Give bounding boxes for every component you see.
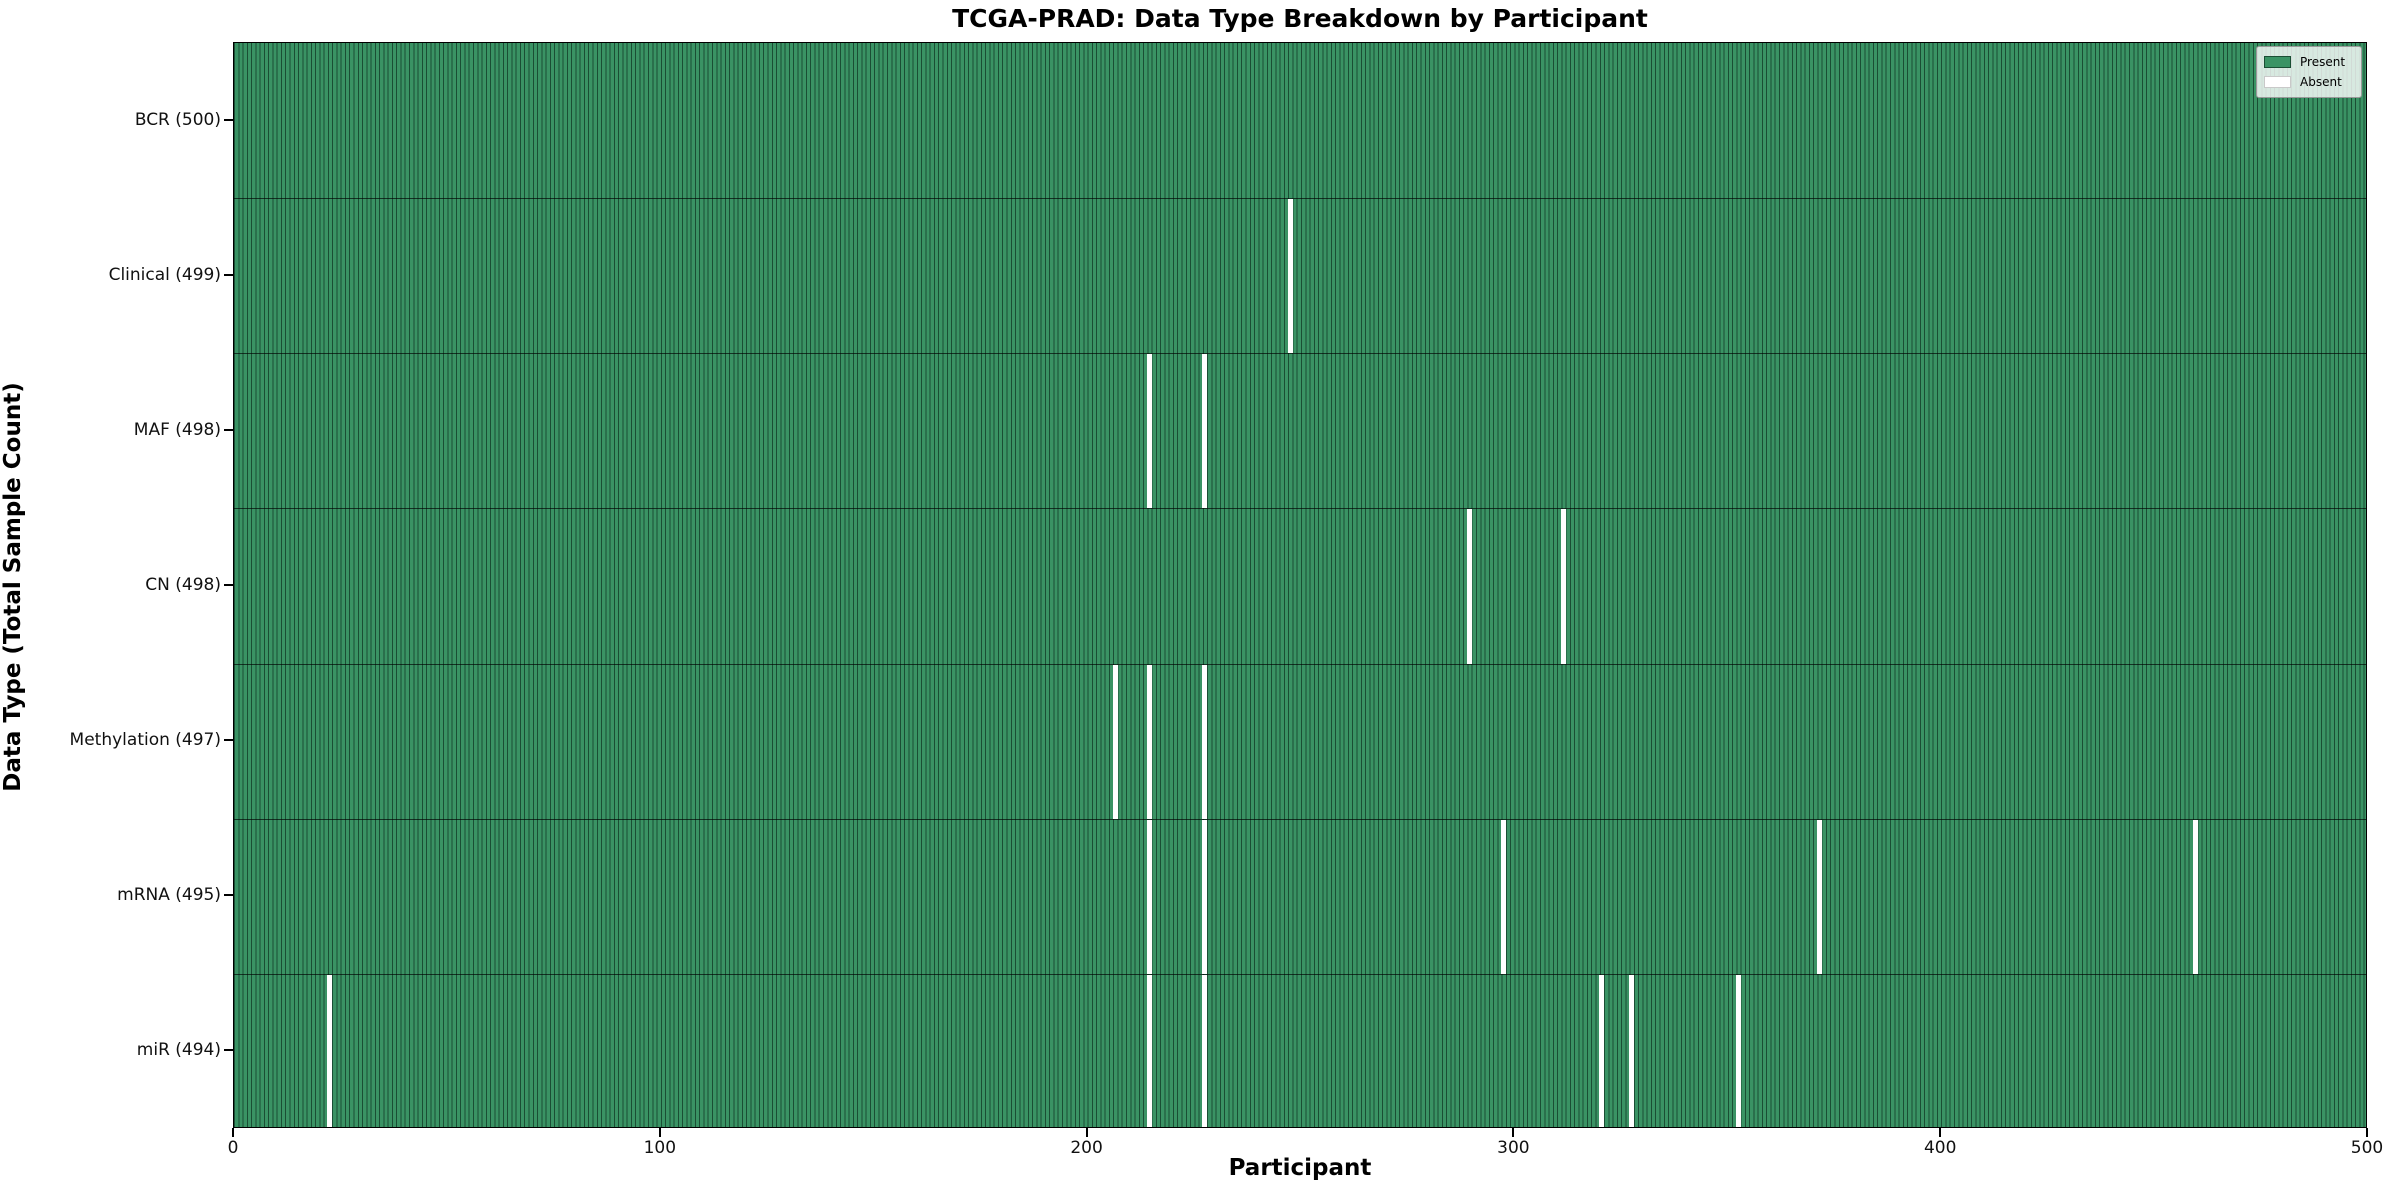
absent-mark-miR-227 — [1202, 974, 1208, 1127]
legend-swatch-present-icon — [2264, 56, 2291, 68]
legend-item-present: Present — [2264, 52, 2354, 72]
legend-label: Present — [2300, 55, 2346, 69]
absent-mark-Methylation-206 — [1112, 664, 1118, 819]
x-tick — [232, 1128, 234, 1137]
heatmap-row-MAF — [234, 353, 2366, 509]
heatmap-row-mRNA — [234, 818, 2366, 974]
heatmap-row-Clinical — [234, 198, 2366, 354]
y-tick-label: CN (498) — [145, 575, 221, 595]
x-tick — [2366, 1128, 2368, 1137]
legend-swatch-absent-icon — [2264, 76, 2291, 88]
absent-mark-mRNA-227 — [1202, 819, 1208, 974]
y-tick — [224, 118, 233, 121]
absent-mark-Methylation-214 — [1146, 664, 1152, 819]
absent-mark-Methylation-227 — [1202, 664, 1208, 819]
y-tick-label: MAF (498) — [133, 419, 221, 440]
x-tick — [1512, 1128, 1515, 1137]
y-tick-label: BCR (500) — [134, 109, 221, 130]
y-tick-label: mRNA (495) — [117, 885, 221, 906]
absent-mark-mRNA-297 — [1501, 819, 1507, 974]
y-tick-label: miR (494) — [136, 1040, 221, 1061]
x-tick — [1085, 1128, 1088, 1137]
legend-label: Absent — [2300, 75, 2342, 89]
heatmap-row-miR — [234, 973, 2366, 1127]
legend-item-absent: Absent — [2264, 72, 2354, 92]
x-tick-label: 0 — [227, 1138, 239, 1158]
y-tick-label: Methylation (497) — [69, 730, 221, 751]
absent-mark-MAF-227 — [1202, 354, 1208, 509]
absent-mark-Clinical-247 — [1287, 199, 1293, 354]
chart-title: TCGA-PRAD: Data Type Breakdown by Partic… — [952, 4, 1648, 33]
heatmap-row-BCR — [234, 43, 2366, 199]
heatmap-row-CN — [234, 508, 2366, 664]
y-tick — [224, 273, 233, 276]
y-tick-label: Clinical (499) — [108, 264, 221, 285]
y-tick — [224, 894, 233, 897]
absent-mark-miR-352 — [1735, 974, 1741, 1127]
x-tick-label: 200 — [1070, 1138, 1103, 1158]
absent-mark-mRNA-214 — [1146, 819, 1152, 974]
absent-mark-MAF-214 — [1146, 354, 1152, 509]
x-tick — [1939, 1128, 1942, 1137]
absent-mark-mRNA-371 — [1816, 819, 1822, 974]
x-tick-label: 500 — [2350, 1138, 2384, 1158]
absent-mark-CN-311 — [1560, 509, 1566, 664]
x-tick-label: 100 — [643, 1138, 677, 1158]
legend: Present Absent — [2256, 46, 2362, 98]
y-tick — [224, 584, 233, 586]
absent-mark-miR-320 — [1599, 974, 1605, 1127]
y-tick — [224, 428, 233, 431]
absent-mark-miR-22 — [327, 974, 333, 1127]
x-tick-label: 400 — [1923, 1138, 1957, 1158]
y-tick — [224, 739, 233, 742]
y-tick — [224, 1049, 233, 1052]
x-tick — [658, 1128, 661, 1137]
absent-mark-mRNA-459 — [2192, 819, 2198, 974]
heatmap-row-Methylation — [234, 663, 2366, 819]
absent-mark-miR-214 — [1146, 974, 1152, 1127]
x-axis-label: Participant — [1228, 1155, 1372, 1181]
absent-mark-miR-327 — [1629, 974, 1635, 1127]
absent-mark-CN-289 — [1466, 509, 1472, 664]
x-tick-label: 300 — [1497, 1138, 1530, 1158]
plot-area — [233, 42, 2367, 1128]
